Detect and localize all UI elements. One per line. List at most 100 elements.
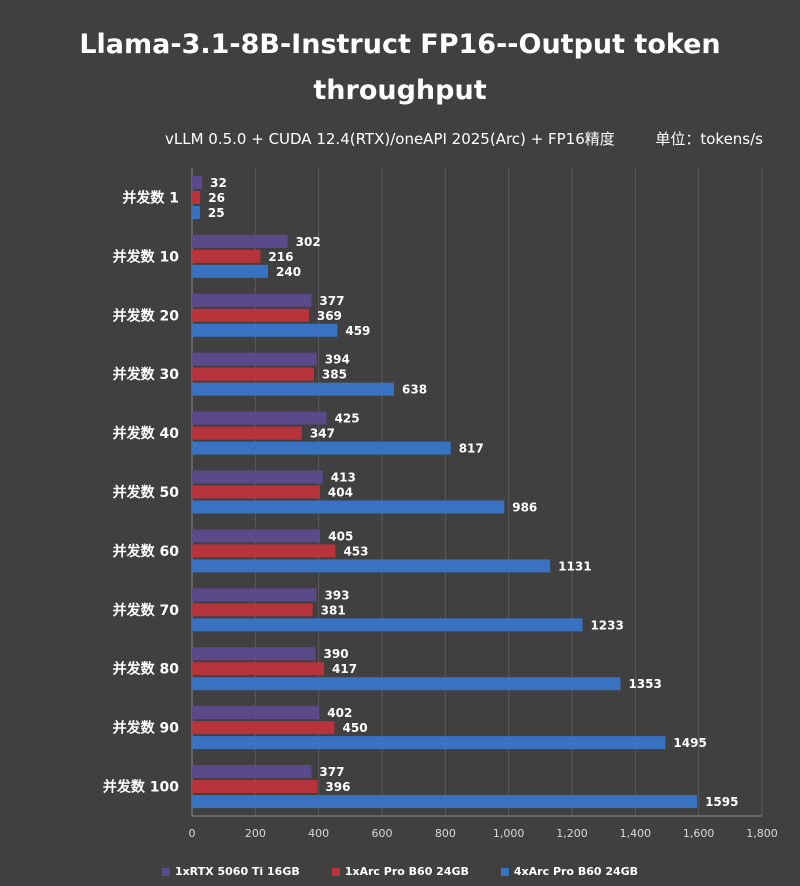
bar [192,662,325,676]
data-label: 394 [325,353,350,367]
data-label: 25 [208,206,225,220]
data-label: 459 [345,324,370,338]
bar [192,190,201,204]
data-label: 216 [268,250,293,264]
bar [192,205,200,219]
category-label: 并发数 90 [113,720,180,737]
category-label: 并发数 100 [103,779,179,796]
x-tick-label: 1,200 [556,827,588,840]
legend-item: 1xRTX 5060 Ti 16GB [161,865,300,878]
x-tick-label: 1,000 [493,827,525,840]
bar [192,234,288,248]
bar [192,559,551,573]
legend-label: 1xRTX 5060 Ti 16GB [174,865,300,878]
bar [192,780,318,794]
data-label: 381 [321,603,346,617]
data-label: 404 [328,486,353,500]
data-label: 817 [459,442,484,456]
data-label: 413 [331,471,356,485]
x-tick-label: 1,600 [683,827,715,840]
category-label: 并发数 1 [122,189,179,206]
data-label: 402 [327,706,352,720]
chart-unit-label: 单位：tokens/s [655,130,763,148]
category-label: 并发数 20 [113,307,180,324]
data-label: 369 [317,309,342,323]
bar [192,647,316,661]
x-tick-label: 1,800 [746,827,778,840]
bar [192,411,327,425]
legend-label: 4xArc Pro B60 24GB [513,865,639,878]
bar-chart: 0 200 400 600 800 1,000 1,200 1,400 1,600 1,800 并发… [103,168,778,840]
bar [192,544,336,558]
category-label: 并发数 40 [113,425,180,442]
legend-item: 1xArc Pro B60 24GB [331,865,469,878]
bar [192,441,451,455]
data-label: 1595 [705,795,738,809]
data-label: 425 [335,412,360,426]
category-label: 并发数 70 [113,602,180,619]
data-label: 347 [310,427,335,441]
bar [192,721,335,735]
bar [192,618,583,632]
chart-subtitle: vLLM 0.5.0 + CUDA 12.4(RTX)/oneAPI 2025(… [165,130,615,148]
data-label: 302 [296,235,321,249]
data-label: 453 [343,544,368,558]
bar [192,367,314,381]
bar [192,603,313,617]
bar [192,249,261,263]
bar [192,795,698,809]
x-tick-label: 1,400 [620,827,652,840]
data-label: 417 [332,662,357,676]
bar [192,264,268,278]
bar [192,485,320,499]
bar [192,426,302,440]
x-tick-label: 400 [308,827,329,840]
data-label: 986 [512,501,537,515]
data-label: 1233 [590,618,623,632]
data-label: 390 [324,647,349,661]
data-label: 240 [276,265,301,279]
bar [192,352,317,366]
data-label: 385 [322,368,347,382]
legend-item: 4xArc Pro B60 24GB [500,865,639,878]
category-label: 并发数 30 [113,366,180,383]
bar [192,706,320,720]
data-label: 405 [328,529,353,543]
data-label: 1353 [628,677,661,691]
legend-swatch [500,867,509,876]
data-label: 638 [402,383,427,397]
data-label: 396 [325,780,350,794]
legend-swatch [331,867,340,876]
category-label: 并发数 60 [113,543,180,560]
bar [192,677,621,691]
bar [192,500,505,514]
x-tick-label: 0 [189,827,196,840]
category-label: 并发数 50 [113,484,180,501]
bar [192,588,317,602]
bar [192,736,666,750]
data-label: 377 [319,765,344,779]
chart-legend: 1xRTX 5060 Ti 16GB 1xArc Pro B60 24GB 4xAr… [0,865,800,878]
x-tick-label: 600 [372,827,393,840]
bar [192,323,338,337]
category-label: 并发数 10 [113,248,180,265]
bar [192,765,312,779]
bar [192,175,203,189]
bar [192,470,323,484]
bar [192,308,309,322]
data-label: 26 [208,191,225,205]
data-label: 450 [343,721,368,735]
data-label: 393 [324,588,349,602]
bar [192,293,312,307]
data-label: 377 [319,294,344,308]
data-label: 1495 [673,736,706,750]
category-label: 并发数 80 [113,661,180,678]
bar [192,382,395,396]
x-tick-label: 200 [245,827,266,840]
data-label: 32 [210,176,227,190]
legend-swatch [161,867,170,876]
legend-label: 1xArc Pro B60 24GB [344,865,469,878]
data-label: 1131 [558,559,591,573]
x-tick-label: 800 [435,827,456,840]
chart-title: Llama-3.1-8B-Instruct FP16--Output token… [79,29,721,106]
